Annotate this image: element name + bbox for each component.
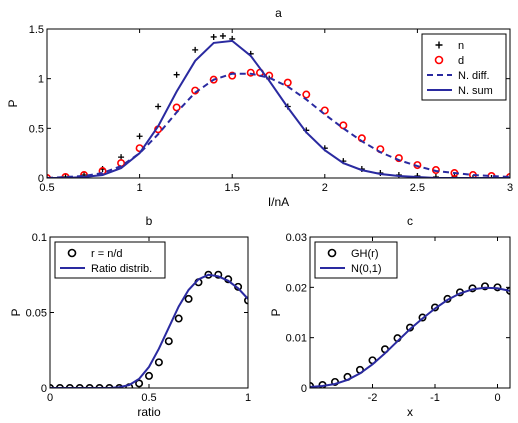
y-axis-label: P [6,99,20,107]
y-tick-label: 0.03 [286,232,307,244]
legend: GH(r) N(0,1) [314,241,398,279]
panel-b: 0 0.5 1 0 0.05 0.1 b ratio Pr = n/d Ratio distrib… [9,214,251,419]
data-point [135,379,144,388]
data-point [173,71,180,78]
legend-label: n [458,40,464,52]
data-point [154,358,163,367]
series-n-0-1-line [310,286,510,388]
x-axis-label: ratio [137,405,161,419]
data-point [210,33,217,40]
legend-swatch-plus [435,41,443,49]
x-tick-label: 2 [322,182,328,194]
x-tick-label: 0 [494,392,500,404]
data-point [320,106,329,115]
x-tick-label: 0.5 [141,392,156,404]
data-point [339,121,348,130]
data-point [302,90,311,99]
data-point [209,75,218,84]
data-point [228,71,237,80]
y-tick-label: 0 [41,383,47,395]
x-tick-label: -1 [430,392,440,404]
legend-box [54,241,166,279]
axes-frame [49,236,249,389]
legend-label: N. sum [458,85,493,97]
x-tick-label: 0 [47,392,53,404]
plot-area [50,270,248,388]
y-tick-label: 0.5 [29,123,44,135]
legend-label: GH(r) [351,248,379,260]
legend: r = n/d Ratio distrib. [54,241,166,279]
data-point [145,371,154,380]
series-r-n-d [50,270,248,388]
axes-frame [309,236,511,389]
data-point [136,133,143,140]
series-gh-r [310,282,510,388]
data-point [192,46,199,53]
data-point [469,175,476,178]
data-point [164,337,173,346]
y-tick-label: 0 [301,383,307,395]
data-point [174,314,183,323]
y-tick-label: 0.02 [286,282,307,294]
panel-c: -2 -1 0 0 0.01 0.02 0.03 c x P GH(r) N(0,1) [269,214,511,419]
data-point [219,32,226,39]
legend-swatch-circle [434,55,444,65]
legend-swatch-circle [327,248,337,258]
series-ratio-distrib [50,273,248,388]
data-point [480,282,489,291]
data-point [155,103,162,110]
legend-label: N. diff. [458,70,490,82]
data-point [431,166,440,175]
y-axis-label: P [9,308,23,316]
x-tick-label: 3 [507,182,513,194]
data-point [488,175,495,178]
series-n-diff-line [47,72,510,178]
legend-box [314,241,398,279]
legend: nd N. diff. N. sum [421,33,507,101]
legend-label: d [458,55,464,67]
data-point [246,68,255,77]
plot-area [310,282,510,388]
data-point [184,294,193,303]
y-tick-label: 0.01 [286,333,307,345]
data-point [244,296,248,305]
legend-label: Ratio distrib. [91,263,152,275]
axes-frame [46,28,511,179]
legend-label: N(0,1) [351,263,382,275]
x-tick-label: 2.5 [410,182,425,194]
x-tick-label: 0.5 [39,182,54,194]
y-axis-label: P [269,308,283,316]
data-point [418,313,427,322]
y-tick-label: 0 [38,173,44,185]
panel-title: b [146,214,153,228]
data-point [172,103,181,112]
x-axis-label: I/nA [268,195,289,209]
series-ratio-distrib-line [50,273,248,388]
legend-label: r = n/d [91,248,123,260]
x-tick-label: 1 [137,182,143,194]
series-n-0-1 [310,286,510,388]
x-tick-label: -2 [368,392,378,404]
series-n-diff [47,72,510,178]
legend-swatch-circle [67,248,77,258]
x-axis-label: x [407,405,413,419]
data-point [214,270,223,279]
panel-title: c [407,214,413,228]
y-tick-label: 1 [38,74,44,86]
x-tick-label: 1.5 [225,182,240,194]
y-tick-label: 0.1 [32,232,47,244]
data-point [283,78,292,87]
panel-title: a [275,6,282,20]
x-tick-label: 1 [245,392,251,404]
y-tick-label: 1.5 [29,24,44,36]
y-tick-label: 0.05 [26,308,47,320]
